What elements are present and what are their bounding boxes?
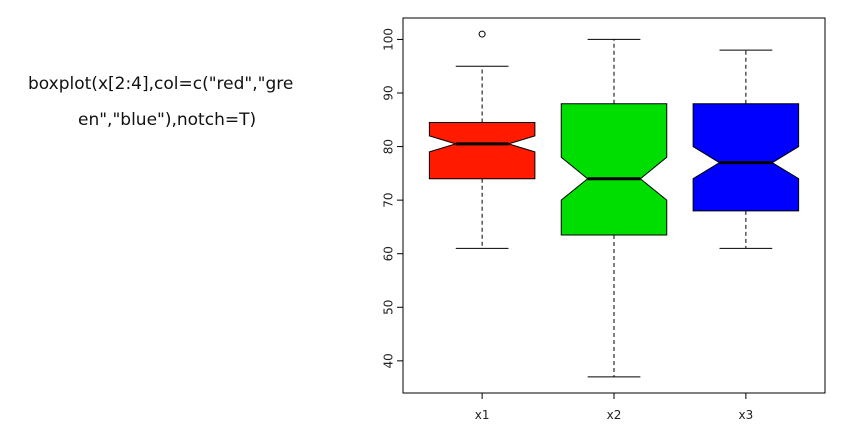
code-line-1: boxplot(x[2:4],col=c("red","gre [28, 74, 294, 94]
y-tick-label-50: 50 [382, 300, 396, 315]
x-tick-label-x2: x2 [607, 408, 622, 422]
code-line-2: en","blue"),notch=T) [78, 110, 257, 130]
y-tick-label-90: 90 [382, 85, 396, 100]
y-tick-label-70: 70 [382, 193, 396, 208]
y-tick-label-60: 60 [382, 246, 396, 261]
box-x1 [428, 121, 536, 180]
y-tick-label-80: 80 [382, 139, 396, 154]
y-tick-label-40: 40 [382, 353, 396, 368]
x-tick-label-x3: x3 [739, 408, 754, 422]
box-x3 [692, 103, 800, 212]
x-tick-label-x1: x1 [475, 408, 490, 422]
y-tick-label-100: 100 [382, 28, 396, 51]
outlier-x1-0 [478, 30, 486, 38]
box-x2 [560, 103, 668, 236]
